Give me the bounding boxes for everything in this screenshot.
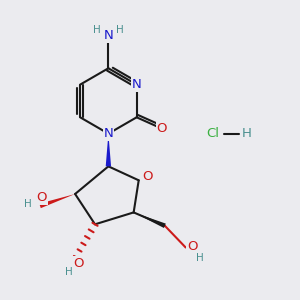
Text: H: H — [116, 25, 124, 34]
Text: H: H — [93, 25, 101, 34]
Text: O: O — [36, 191, 47, 204]
Text: O: O — [74, 257, 84, 270]
Text: H: H — [196, 253, 204, 263]
Polygon shape — [134, 212, 166, 228]
Text: O: O — [142, 170, 152, 183]
Text: N: N — [103, 127, 113, 140]
Text: O: O — [187, 239, 197, 253]
Text: H: H — [242, 127, 251, 140]
Text: H: H — [65, 268, 73, 278]
Text: H: H — [24, 200, 32, 209]
Polygon shape — [106, 134, 111, 166]
Text: N: N — [103, 29, 113, 42]
Text: O: O — [157, 122, 167, 135]
Polygon shape — [39, 194, 75, 208]
Text: N: N — [132, 78, 142, 91]
Text: Cl: Cl — [206, 127, 219, 140]
